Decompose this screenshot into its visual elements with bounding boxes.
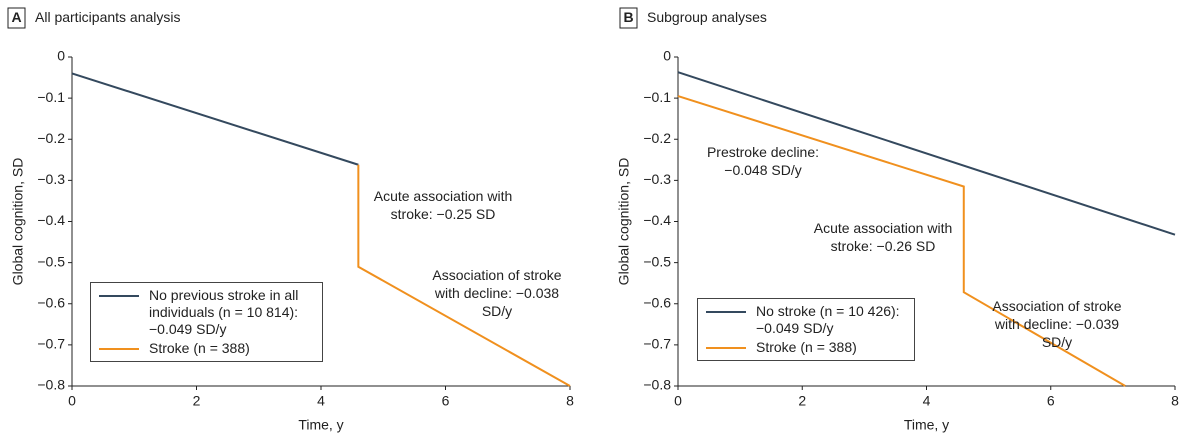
y-axis-label: Global cognition, SD xyxy=(616,158,632,286)
y-tick-label: −0.2 xyxy=(37,130,65,146)
legend: No previous stroke in all individuals (n… xyxy=(90,282,323,362)
x-tick-label: 4 xyxy=(923,393,931,409)
y-tick-label: −0.8 xyxy=(643,377,671,393)
y-tick-label: −0.6 xyxy=(37,294,65,310)
legend-entry: Stroke (n = 388) xyxy=(706,339,906,356)
x-tick-label: 2 xyxy=(193,393,201,409)
annotation: Association of stroke with decline: −0.0… xyxy=(432,267,562,319)
x-axis-label: Time, y xyxy=(904,417,949,433)
panel-label-box xyxy=(619,7,638,29)
series-line xyxy=(357,164,571,387)
x-tick-label: 6 xyxy=(442,393,450,409)
y-tick-label: −0.3 xyxy=(643,171,671,187)
legend-swatch xyxy=(99,348,139,350)
legend-entry: No stroke (n = 10 426): −0.049 SD/y xyxy=(706,303,906,337)
y-tick-label: −0.8 xyxy=(37,377,65,393)
y-tick-label: −0.1 xyxy=(37,89,65,105)
series-line xyxy=(677,95,1126,387)
legend-swatch xyxy=(706,311,746,313)
legend-label: No stroke (n = 10 426): −0.049 SD/y xyxy=(756,303,900,336)
panel-title: Subgroup analyses xyxy=(647,9,767,25)
legend-entry: Stroke (n = 388) xyxy=(99,340,314,357)
y-axis-label: Global cognition, SD xyxy=(10,158,26,286)
y-tick-label: −0.5 xyxy=(37,253,65,269)
y-tick-label: 0 xyxy=(57,48,65,64)
legend-swatch xyxy=(99,295,139,297)
x-tick-label: 0 xyxy=(674,393,682,409)
y-tick-label: 0 xyxy=(663,48,671,64)
y-tick-label: −0.4 xyxy=(37,212,65,228)
legend-swatch xyxy=(706,347,746,349)
x-tick-label: 8 xyxy=(566,393,574,409)
legend-label: Stroke (n = 388) xyxy=(149,340,250,356)
annotation: Prestroke decline: −0.048 SD/y xyxy=(706,144,820,178)
legend-entry: No previous stroke in all individuals (n… xyxy=(99,287,314,338)
x-axis-label: Time, y xyxy=(298,417,343,433)
y-tick-label: −0.7 xyxy=(37,336,65,352)
annotation: Acute association with stroke: −0.26 SD xyxy=(813,220,953,254)
panel-label-box xyxy=(7,7,26,29)
x-tick-label: 8 xyxy=(1171,393,1179,409)
annotation: Association of stroke with decline: −0.0… xyxy=(992,298,1122,350)
panel-label: A xyxy=(11,9,21,25)
panel-label: B xyxy=(623,9,633,25)
y-tick-label: −0.3 xyxy=(37,171,65,187)
y-tick-label: −0.6 xyxy=(643,294,671,310)
y-tick-label: −0.5 xyxy=(643,253,671,269)
y-tick-label: −0.1 xyxy=(643,89,671,105)
series-line xyxy=(71,72,359,166)
annotation: Acute association with stroke: −0.25 SD xyxy=(373,188,513,222)
x-tick-label: 6 xyxy=(1047,393,1055,409)
legend-label: No previous stroke in all individuals (n… xyxy=(149,287,299,337)
panel-title: All participants analysis xyxy=(35,9,181,25)
y-tick-label: −0.2 xyxy=(643,130,671,146)
y-tick-label: −0.4 xyxy=(643,212,671,228)
series-line xyxy=(677,71,1176,236)
x-tick-label: 0 xyxy=(68,393,76,409)
legend-label: Stroke (n = 388) xyxy=(756,339,857,355)
legend: No stroke (n = 10 426): −0.049 SD/y Strok… xyxy=(697,298,915,361)
x-tick-label: 2 xyxy=(798,393,806,409)
x-tick-label: 4 xyxy=(317,393,325,409)
y-tick-label: −0.7 xyxy=(643,336,671,352)
